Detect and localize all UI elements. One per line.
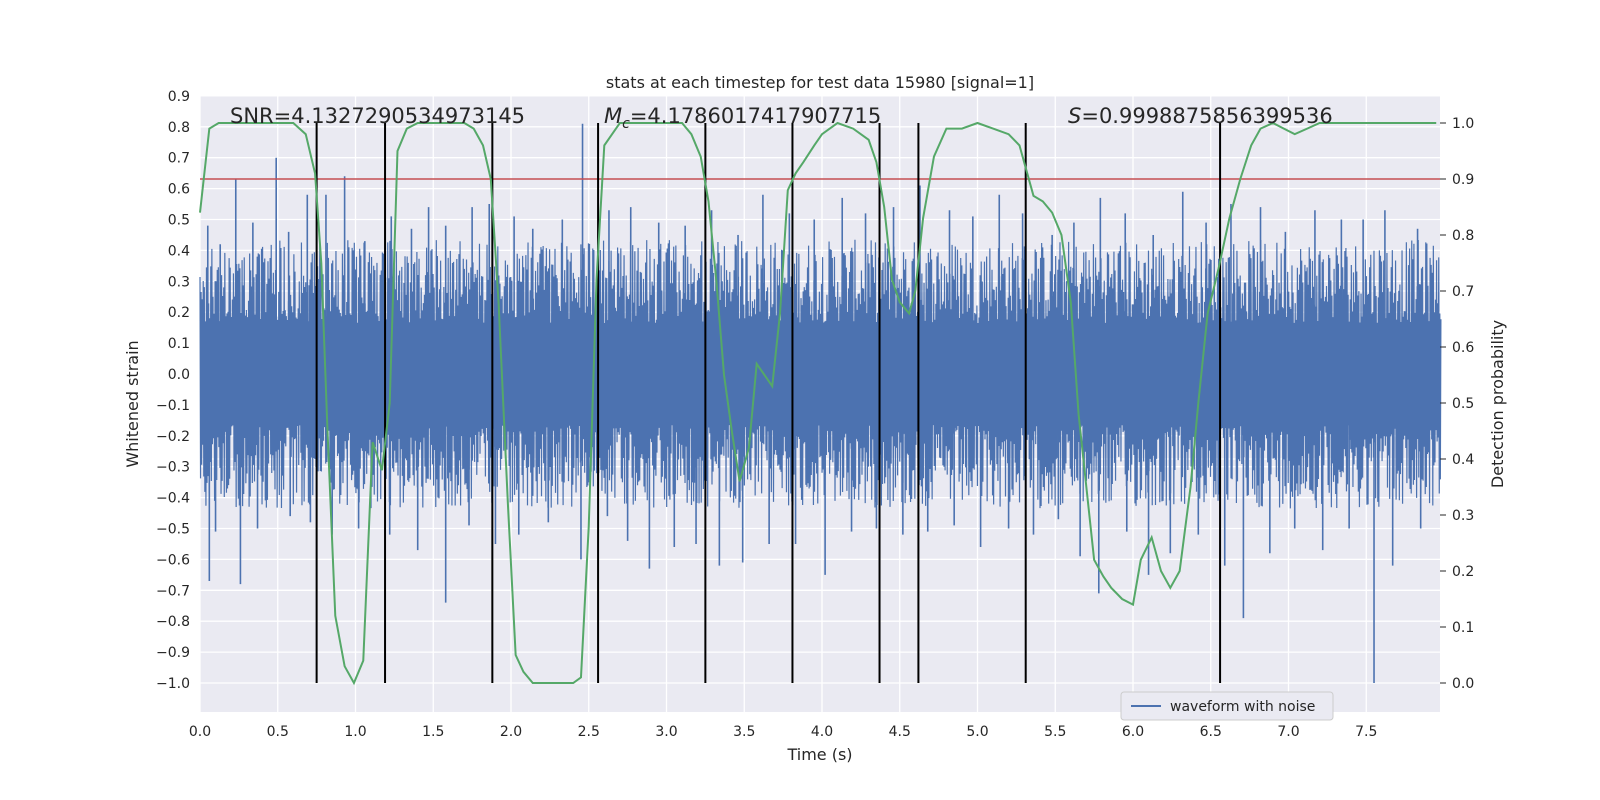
s-annotation: S=0.9998875856399536 [1068, 104, 1333, 128]
x-tick-label: 2.0 [500, 724, 522, 740]
mc-annotation: Mc=4.1786017417907715 [604, 104, 881, 132]
waveform-line [199, 239, 1442, 509]
y2-tick-label: 0.1 [1452, 620, 1474, 636]
y2-axis-label: Detection probability [1488, 320, 1507, 488]
y-axis-label: Whitened strain [123, 340, 142, 467]
y-tick-label: −1.0 [156, 676, 190, 692]
y2-tick-label: 0.6 [1452, 340, 1474, 356]
y2-tick-label: 0.8 [1452, 228, 1474, 244]
x-tick-label: 2.5 [578, 724, 600, 740]
y2-tick-label: 0.2 [1452, 564, 1474, 580]
y2-tick-label: 0.5 [1452, 396, 1474, 412]
x-tick-label: 5.0 [966, 724, 988, 740]
mc-subscript: c [622, 116, 630, 132]
y-tick-label: 0.1 [168, 336, 190, 352]
tick-labels: 0.0 0.5 1.0 1.5 2.0 2.5 3.0 3.5 4.0 4.5 5.0 5.5 6.0 6… [156, 89, 1474, 740]
legend: waveform with noise [1120, 691, 1334, 721]
y-tick-label: −0.3 [156, 460, 190, 476]
y2-tick-label: 0.4 [1452, 452, 1474, 468]
y-tick-label: 0.6 [168, 182, 190, 198]
x-tick-label: 6.5 [1200, 724, 1222, 740]
s-value: =0.9998875856399536 [1081, 104, 1332, 128]
x-tick-label: 1.5 [422, 724, 444, 740]
x-tick-label: 3.0 [655, 724, 677, 740]
probability-series [199, 121, 1437, 686]
y2-tick-label: 0.3 [1452, 508, 1474, 524]
y-tick-label: −0.6 [156, 552, 190, 568]
x-tick-label: 3.5 [733, 724, 755, 740]
probability-line [199, 121, 1437, 686]
x-axis-label: Time (s) [786, 745, 852, 764]
x-tick-label: 5.5 [1044, 724, 1066, 740]
x-tick-label: 0.0 [189, 724, 211, 740]
y-tick-label: 0.3 [168, 274, 190, 290]
x-tick-label: 6.0 [1122, 724, 1144, 740]
legend-entry-waveform: waveform with noise [1170, 699, 1315, 715]
y-tick-label: −0.4 [156, 491, 190, 507]
y-tick-label: 0.8 [168, 120, 190, 136]
y-tick-label: −0.9 [156, 645, 190, 661]
x-tick-label: 4.0 [811, 724, 833, 740]
x-tick-label: 0.5 [267, 724, 289, 740]
s-symbol: S [1068, 104, 1081, 128]
y-tick-label: −0.1 [156, 398, 190, 414]
y-tick-label: −0.5 [156, 522, 190, 538]
legend-box [1120, 691, 1334, 721]
y-tick-label: −0.8 [156, 614, 190, 630]
mc-value: =4.1786017417907715 [630, 104, 881, 128]
x-tick-label: 1.0 [344, 724, 366, 740]
y-tick-label: 0.9 [168, 89, 190, 105]
mc-symbol: M [604, 104, 622, 128]
x-tick-label: 7.0 [1277, 724, 1299, 740]
y-tick-label: 0.0 [168, 367, 190, 383]
y-tick-label: 0.5 [168, 213, 190, 229]
y-tick-label: 0.4 [168, 243, 190, 259]
x-tick-label: 7.5 [1355, 724, 1377, 740]
y-tick-label: −0.2 [156, 429, 190, 445]
y-tick-label: 0.2 [168, 305, 190, 321]
event-lines [315, 123, 1222, 683]
y2-tick-label: 0.9 [1452, 172, 1474, 188]
chart-title: stats at each timestep for test data 159… [606, 73, 1034, 92]
waveform-series [199, 123, 1442, 683]
x-tick-label: 4.5 [889, 724, 911, 740]
y2-tick-label: 1.0 [1452, 116, 1474, 132]
y-tick-label: −0.7 [156, 583, 190, 599]
y2-tick-label: 0.0 [1452, 676, 1474, 692]
y-tick-label: 0.7 [168, 151, 190, 167]
snr-annotation: SNR=4.1327290534973145 [230, 104, 525, 128]
y2-tick-label: 0.7 [1452, 284, 1474, 300]
